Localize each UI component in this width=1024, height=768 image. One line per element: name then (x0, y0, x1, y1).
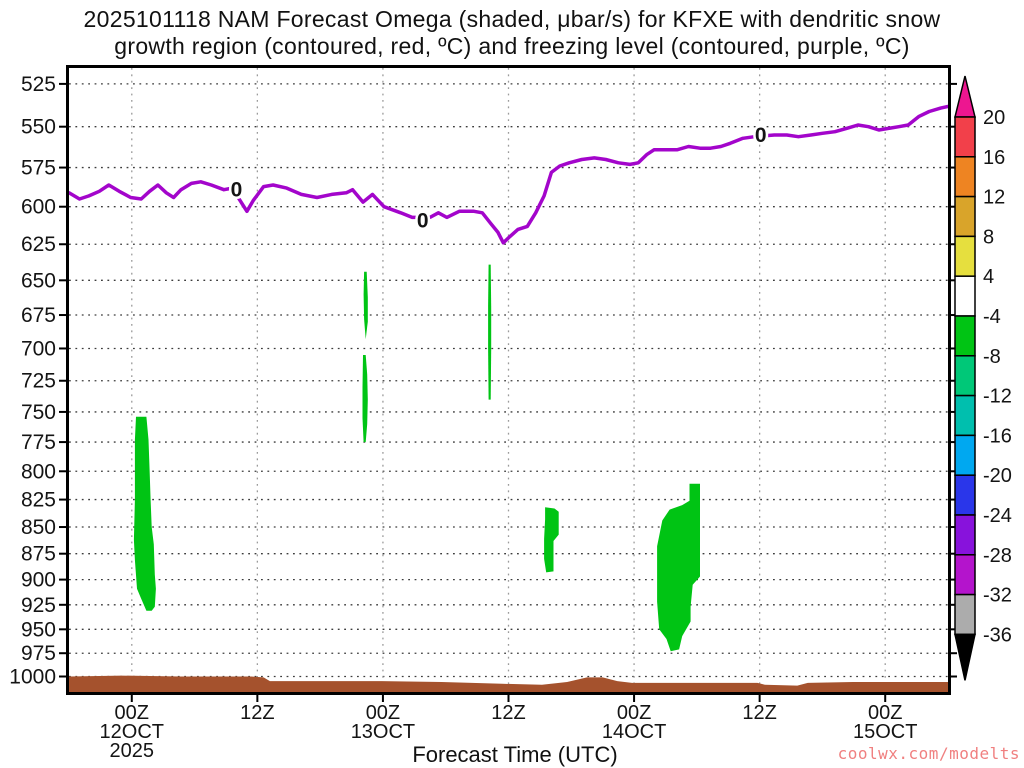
colorbar-segment (954, 315, 976, 357)
colorbar-segment (954, 116, 976, 158)
x-tick-label: 00Z (868, 702, 902, 724)
y-tick-label: 800 (21, 460, 56, 483)
colorbar-segment (954, 514, 976, 556)
y-tick-label: 650 (21, 269, 56, 292)
colorbar-segment (954, 474, 976, 516)
chart-title-line2: growth region (contoured, red, ºC) and f… (114, 33, 910, 59)
y-tick-label: 1000 (9, 665, 56, 688)
y-tick-label: 875 (21, 543, 56, 566)
y-tick-label: 850 (21, 516, 56, 539)
colorbar-segment (954, 355, 976, 397)
y-tick-label: 600 (21, 196, 56, 219)
x-tick-label: 13OCT (351, 721, 415, 743)
colorbar-label: 12 (983, 187, 1005, 209)
colorbar-label: -32 (983, 585, 1012, 607)
colorbar-label: 4 (983, 266, 994, 288)
y-tick-label: 625 (21, 233, 56, 256)
y-tick-label: 900 (21, 569, 56, 592)
colorbar-segment (954, 235, 976, 277)
x-tick-label: 00Z (115, 702, 149, 724)
colorbar-segment (954, 434, 976, 476)
colorbar-segment (954, 195, 976, 238)
colorbar-label: 8 (983, 226, 994, 248)
colorbar-label: -8 (983, 346, 1001, 368)
freezing-level-zero-label: 0 (755, 124, 767, 147)
colorbar-top-arrow (954, 75, 976, 118)
chart-title-line1: 2025101118 NAM Forecast Omega (shaded, μ… (83, 6, 941, 32)
y-tick-label: 750 (21, 401, 56, 424)
omega-shaded-region (544, 507, 559, 573)
freezing-level-zero-label: 0 (231, 179, 243, 202)
y-tick-label: 950 (21, 618, 56, 641)
y-tick-label: 700 (21, 337, 56, 360)
colorbar-label: -36 (983, 624, 1012, 646)
x-tick-label: 00Z (617, 702, 651, 724)
freezing-level-line (67, 104, 950, 245)
omega-shaded-region (362, 355, 368, 443)
colorbar-bottom-arrow (954, 633, 976, 681)
plot-border (66, 65, 951, 695)
x-tick-label: 12Z (491, 702, 525, 724)
freezing-level-zero-label: 0 (417, 209, 429, 232)
x-tick-label: 12Z (742, 702, 776, 724)
x-tick-label: 00Z (366, 702, 400, 724)
y-tick-label: 775 (21, 431, 56, 454)
omega-shaded-region (133, 416, 156, 611)
colorbar-label: 16 (983, 147, 1005, 169)
colorbar-segment (954, 394, 976, 437)
x-axis-title: Forecast Time (UTC) (412, 742, 618, 767)
colorbar-label: -24 (983, 505, 1012, 527)
y-tick-label: 975 (21, 642, 56, 665)
terrain-surface (69, 675, 948, 692)
omega-shaded-region (488, 264, 492, 400)
x-tick-label: 2025 (110, 740, 155, 762)
watermark-url: coolwx.com/modelts (837, 744, 1020, 763)
colorbar-label: -16 (983, 425, 1012, 447)
colorbar-label: -28 (983, 545, 1012, 567)
omega-shaded-region (363, 271, 368, 340)
colorbar-label: -12 (983, 386, 1012, 408)
y-tick-label: 550 (21, 116, 56, 139)
omega-shaded-region (657, 483, 700, 652)
y-tick-label: 725 (21, 370, 56, 393)
x-tick-label: 12OCT (100, 721, 164, 743)
colorbar-label: 20 (983, 107, 1005, 129)
x-tick-label: 15OCT (853, 721, 917, 743)
colorbar-segment (954, 275, 976, 317)
colorbar-segment (954, 593, 976, 636)
colorbar-label: -4 (983, 306, 1001, 328)
colorbar-segment (954, 554, 976, 596)
x-tick-label: 14OCT (602, 721, 666, 743)
y-tick-label: 675 (21, 304, 56, 327)
y-tick-label: 925 (21, 594, 56, 617)
colorbar-label: -20 (983, 465, 1012, 487)
y-tick-label: 825 (21, 489, 56, 512)
y-tick-label: 575 (21, 157, 56, 180)
y-tick-label: 525 (21, 73, 56, 96)
x-tick-label: 12Z (240, 702, 274, 724)
colorbar-segment (954, 156, 976, 198)
